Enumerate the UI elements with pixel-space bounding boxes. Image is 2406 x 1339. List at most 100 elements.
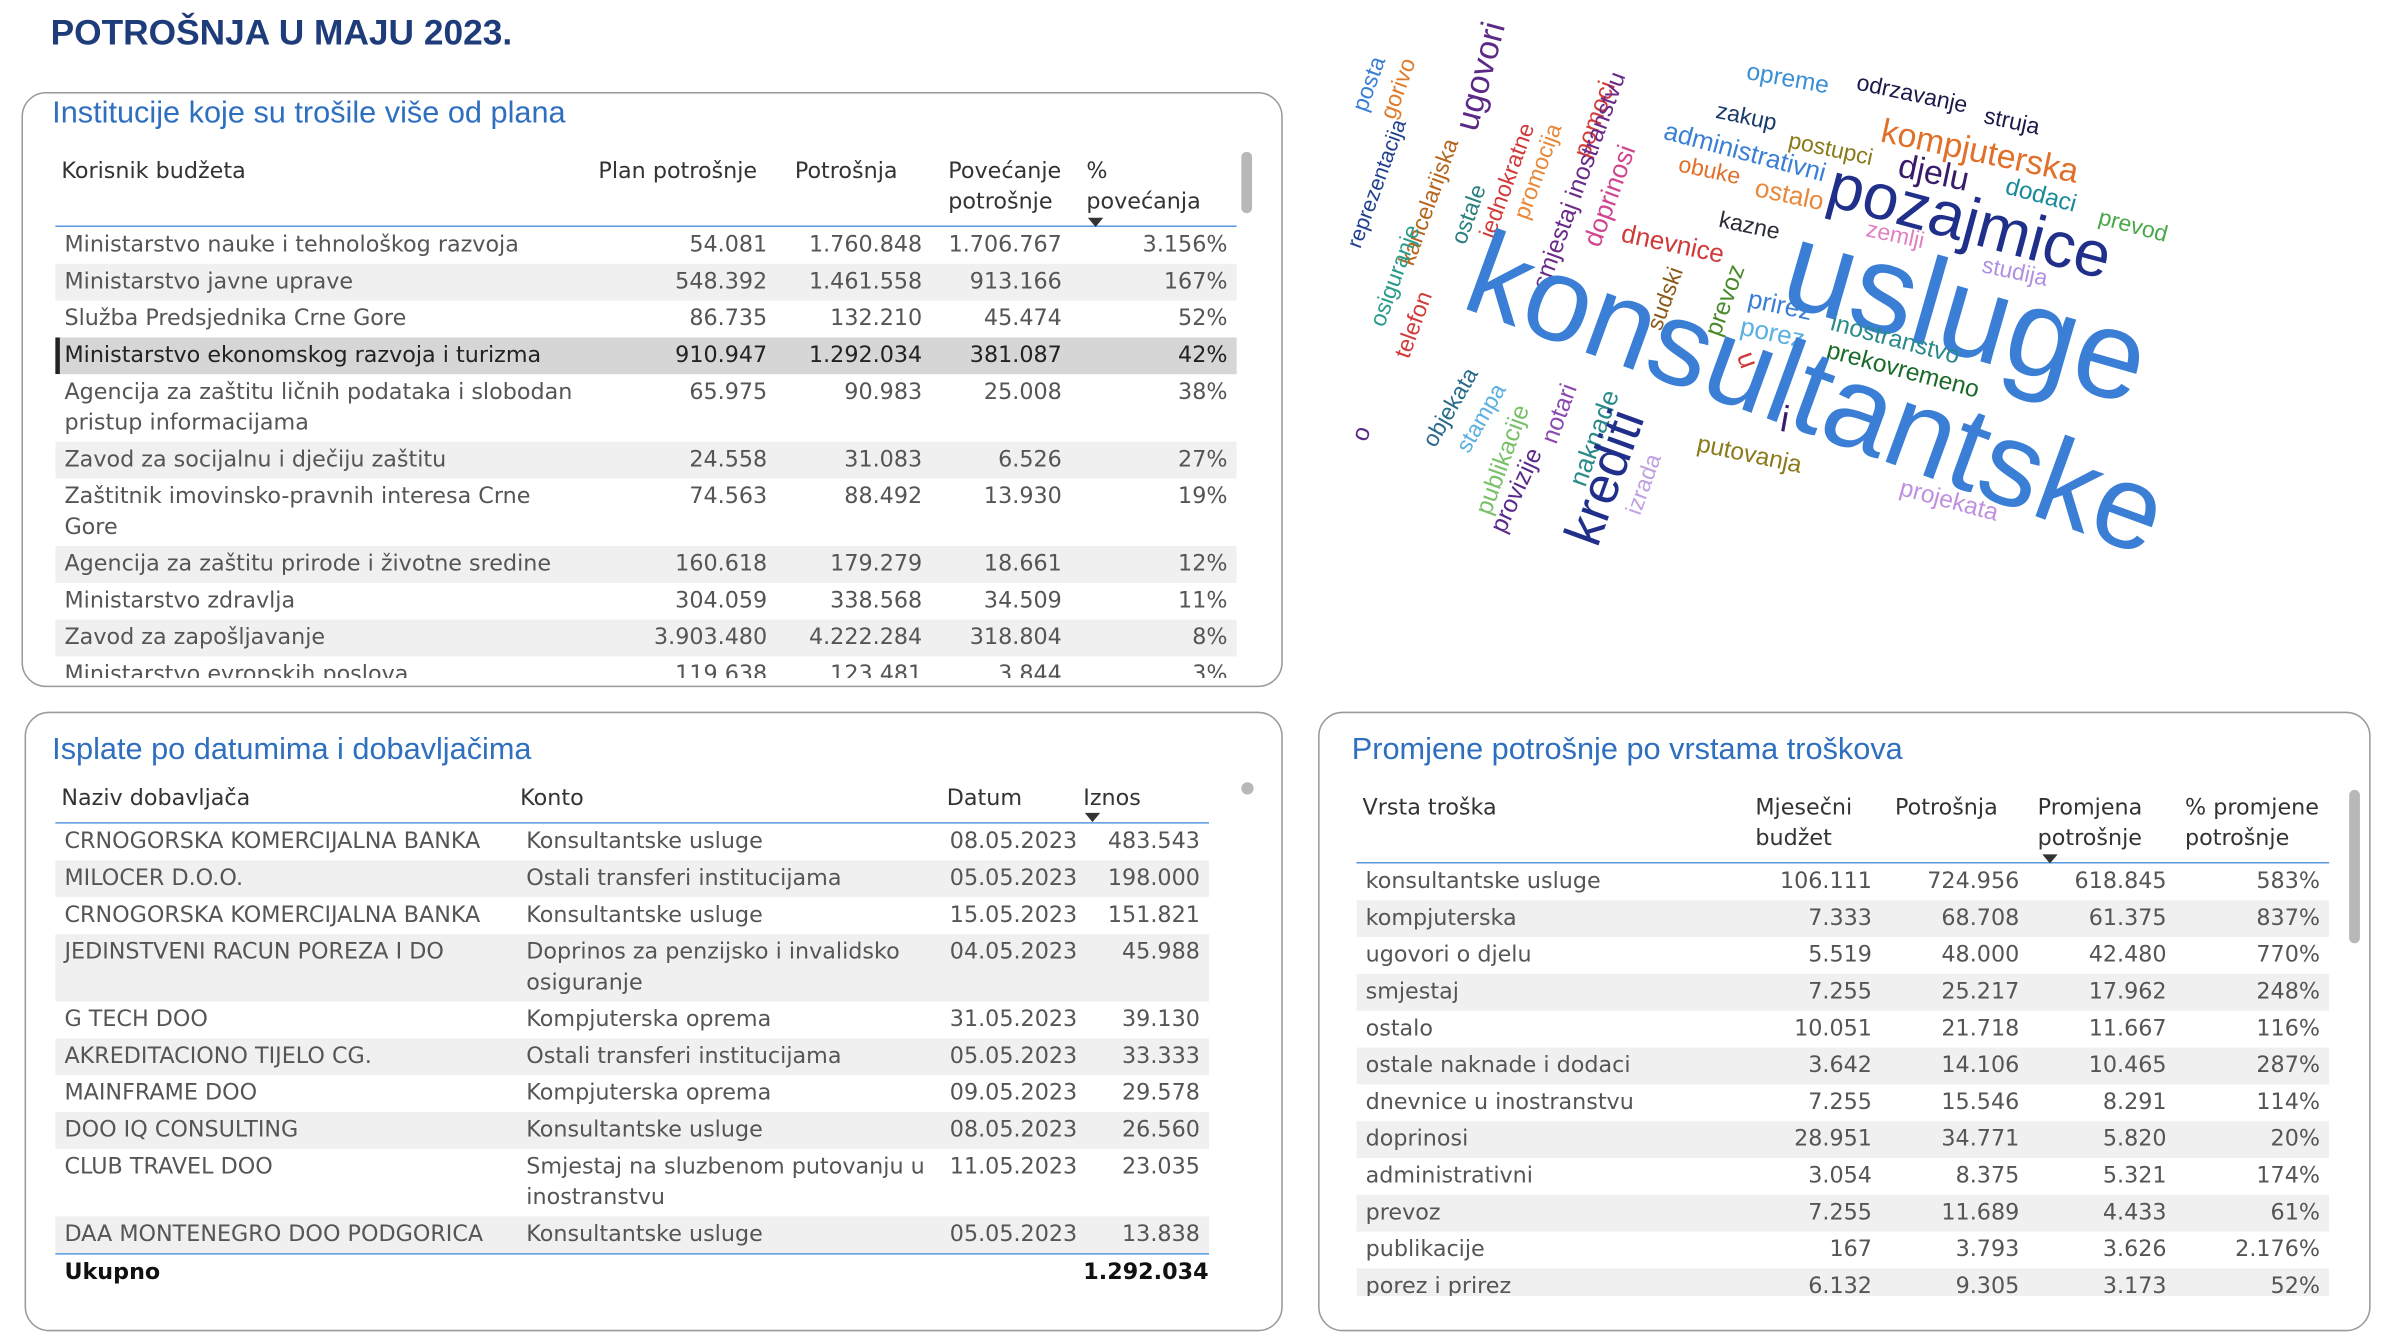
table-row: Ministarstvo javne uprave 548.392 1.461.55… bbox=[55, 263, 1237, 301]
table-cell: 15.05.2023 bbox=[949, 903, 1078, 928]
table-cell: porez i prirez bbox=[1365, 1274, 1512, 1297]
column-header: Mjesečni budžet bbox=[1755, 796, 1853, 852]
table-cell: 25.008 bbox=[983, 380, 1062, 405]
table-cell: 483.543 bbox=[1107, 829, 1200, 855]
table-cell: 724.956 bbox=[1927, 869, 2020, 895]
column-header: % povećanja bbox=[1086, 159, 1201, 215]
table-cell: CRNOGORSKA KOMERCIJALNA BANKA bbox=[64, 829, 481, 855]
table-cell: 1.461.558 bbox=[808, 269, 923, 295]
table-cell: 151.821 bbox=[1107, 903, 1200, 928]
cloud-word: o bbox=[1347, 423, 1377, 445]
table-cell: 20% bbox=[2270, 1127, 2321, 1152]
table-row: dnevnice u inostranstvu 7.255 15.546 8.291 1… bbox=[1356, 1084, 2329, 1121]
table-row: JEDINSTVENI RACUN POREZA I DO Doprinos za… bbox=[55, 934, 1210, 1002]
table-cell: 7.255 bbox=[1808, 1200, 1872, 1226]
table-cell: 28.951 bbox=[1794, 1127, 1872, 1152]
column-header: % promjene potrošnje bbox=[2184, 796, 2319, 852]
table-cell: 132.210 bbox=[830, 306, 923, 332]
table-cell: 26.560 bbox=[1122, 1118, 1200, 1143]
table-cell: 38% bbox=[1178, 380, 1228, 405]
table-row: Zaštitnik imovinsko-pravnih interesa Crn… bbox=[55, 479, 1236, 546]
table-cell: 913.166 bbox=[969, 269, 1062, 295]
table-cell: konsultantske usluge bbox=[1365, 869, 1601, 895]
header-row: Korisnik budžeta Plan potrošnje Potrošnja P… bbox=[55, 153, 1237, 228]
table-cell: CLUB TRAVEL DOO bbox=[64, 1154, 273, 1180]
table-cell: 25.217 bbox=[1941, 980, 2020, 1005]
table-cell: DOO IQ CONSULTING bbox=[64, 1118, 299, 1143]
table-cell: 6.526 bbox=[998, 447, 1062, 473]
table-cell: 3.626 bbox=[2102, 1237, 2167, 1263]
table-row: smjestaj 7.255 25.217 17.962 248% bbox=[1356, 973, 2330, 1011]
table-cell: 167% bbox=[1163, 269, 1228, 295]
total-row: Ukupno 1.292.034 bbox=[55, 1253, 1210, 1291]
table-cell: 3.793 bbox=[1955, 1237, 2020, 1263]
table-cell: JEDINSTVENI RACUN POREZA I DO bbox=[64, 940, 444, 965]
table-row: Zavod za socijalnu i dječiju zaštitu 24.5… bbox=[55, 441, 1237, 479]
table-cell: 86.735 bbox=[689, 306, 768, 332]
table-cell: 381.087 bbox=[969, 343, 1062, 369]
table-cell: MILOCER D.O.O. bbox=[64, 866, 244, 892]
table-cell: 04.05.2023 bbox=[949, 940, 1078, 965]
table-row: konsultantske usluge 106.111 724.956 618.84… bbox=[1356, 864, 2329, 901]
table-row: MAINFRAME DOO Kompjuterska oprema 09.05.20… bbox=[55, 1075, 1209, 1112]
column-header: Potrošnja bbox=[1894, 796, 1998, 821]
table-row: G TECH DOO Kompjuterska oprema 31.05.2023 3… bbox=[55, 1002, 1209, 1039]
table-cell: 11.689 bbox=[1941, 1200, 2020, 1226]
column-header: Plan potrošnje bbox=[598, 159, 758, 185]
table-row: kompjuterska 7.333 68.708 61.375 837% bbox=[1356, 900, 2330, 938]
table-cell: 304.059 bbox=[675, 588, 768, 614]
table-cell: 45.988 bbox=[1122, 940, 1200, 965]
table-cell: 13.930 bbox=[983, 484, 1062, 510]
sort-arrow bbox=[1087, 217, 1104, 228]
table-cell: Doprinos za penzijsko i invalidsko osigu… bbox=[526, 940, 900, 996]
table-row: AKREDITACIONO TIJELO CG. Ostali transferi… bbox=[55, 1038, 1210, 1076]
table-cell: publikacije bbox=[1365, 1237, 1485, 1263]
table-cell: 11% bbox=[1178, 588, 1228, 614]
table-cell: kompjuterska bbox=[1365, 906, 1517, 932]
table-row: CRNOGORSKA KOMERCIJALNA BANKA Konsultants… bbox=[55, 897, 1209, 934]
column-header: Konto bbox=[520, 786, 584, 812]
table-cell: 08.05.2023 bbox=[949, 1118, 1078, 1143]
table-cell: 88.492 bbox=[844, 484, 923, 510]
table-cell: smjestaj bbox=[1365, 980, 1459, 1005]
table-cell: 29.578 bbox=[1122, 1081, 1200, 1106]
table-row: doprinosi 28.951 34.771 5.820 20% bbox=[1356, 1121, 2330, 1159]
table-cell: Konsultantske usluge bbox=[526, 1222, 763, 1247]
table-cell: 618.845 bbox=[2074, 869, 2167, 895]
table-cell: ostale naknade i dodaci bbox=[1365, 1053, 1631, 1079]
scrollbar bbox=[1241, 151, 1253, 214]
institutions-panel bbox=[21, 92, 1283, 688]
table-cell: ostalo bbox=[1365, 1016, 1433, 1042]
table-cell: 1.292.034 bbox=[808, 343, 923, 369]
table-cell: 52% bbox=[1178, 306, 1228, 332]
table-row: Ministarstvo evropskih poslova 119.638 123… bbox=[55, 656, 1236, 678]
column-header: Korisnik budžeta bbox=[61, 159, 246, 185]
table-cell: 1.706.767 bbox=[948, 233, 1062, 258]
total-label: Ukupno bbox=[64, 1260, 161, 1286]
table-cell: 3% bbox=[1192, 662, 1228, 678]
table-cell: G TECH DOO bbox=[64, 1007, 208, 1033]
table-cell: 33.333 bbox=[1122, 1044, 1200, 1070]
table-cell: 4.222.284 bbox=[808, 625, 923, 651]
table-cell: 7.333 bbox=[1808, 906, 1872, 932]
table-cell: 5.519 bbox=[1808, 943, 1872, 968]
table-cell: Zaštitnik imovinsko-pravnih interesa Crn… bbox=[64, 484, 531, 540]
table-cell: Konsultantske usluge bbox=[526, 903, 763, 928]
table-cell: doprinosi bbox=[1365, 1127, 1469, 1152]
table-row: publikacije 167 3.793 3.626 2.176% bbox=[1356, 1232, 2329, 1269]
table-cell: 11.05.2023 bbox=[949, 1154, 1078, 1180]
scrollbar bbox=[1241, 782, 1254, 795]
table-cell: AKREDITACIONO TIJELO CG. bbox=[64, 1044, 372, 1070]
cost-changes-table: Vrsta troška Mjesečni budžet Potrošnja Prom… bbox=[1356, 790, 2330, 1297]
table-cell: 114% bbox=[2256, 1090, 2321, 1116]
table-cell: 548.392 bbox=[675, 269, 768, 295]
table-cell: 4.433 bbox=[2102, 1200, 2167, 1226]
table-cell: 48.000 bbox=[1941, 943, 2020, 968]
table-cell: 23.035 bbox=[1122, 1154, 1200, 1180]
table-cell: 09.05.2023 bbox=[949, 1081, 1078, 1106]
table-cell: 14.106 bbox=[1941, 1053, 2020, 1079]
table-cell: 3.156% bbox=[1142, 233, 1228, 258]
table-cell: 05.05.2023 bbox=[949, 1044, 1078, 1070]
table-cell: 65.975 bbox=[689, 380, 768, 405]
